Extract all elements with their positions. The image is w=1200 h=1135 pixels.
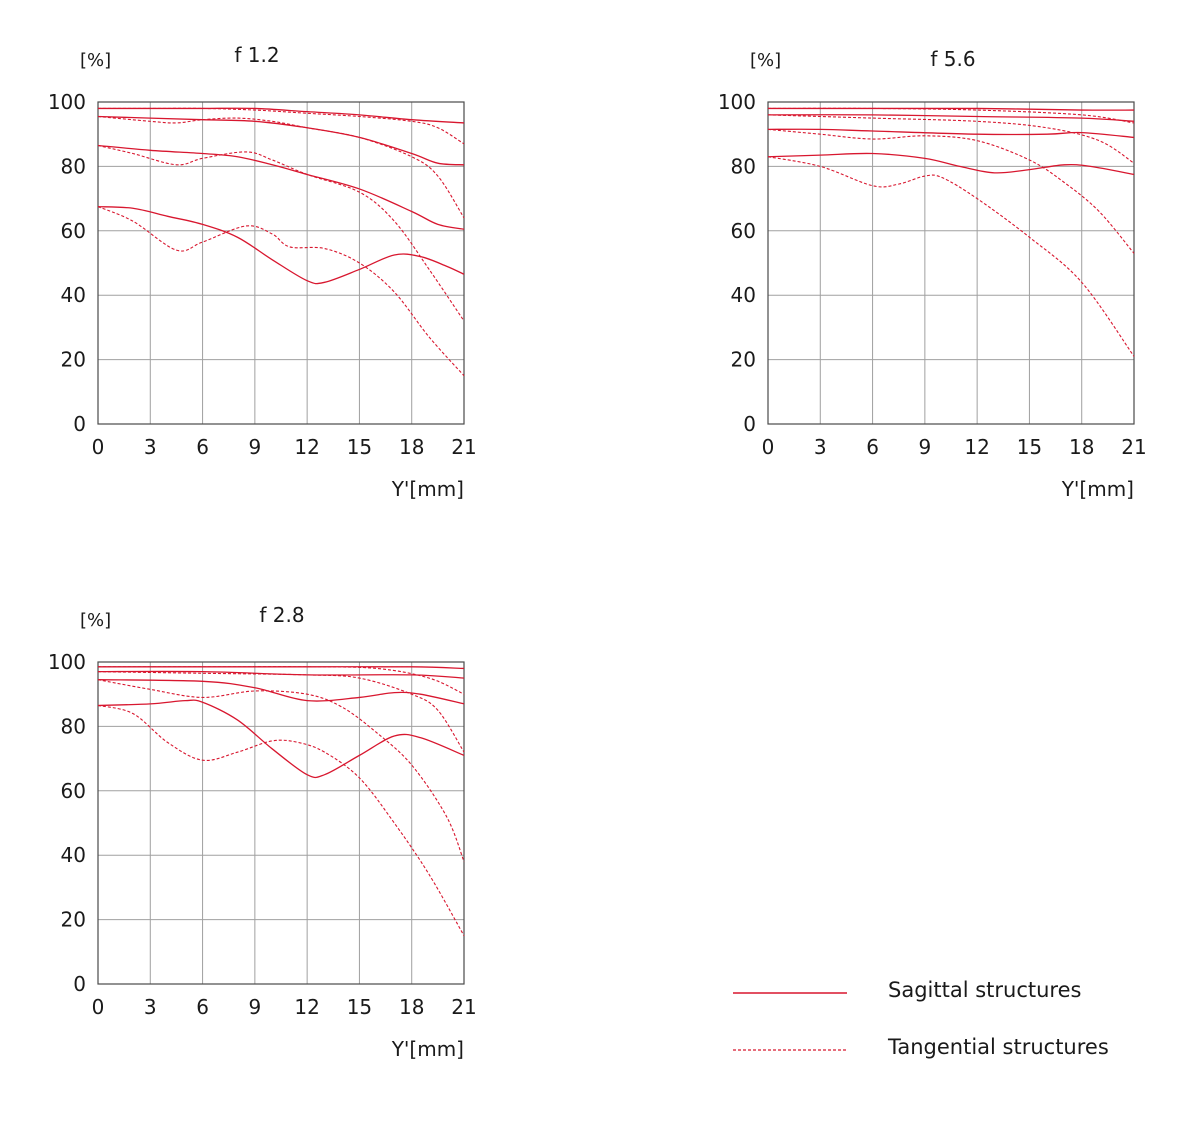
- x-tick-label: 15: [1017, 435, 1042, 459]
- sagittal-curve: [767, 128, 1135, 139]
- x-tick-label: 6: [866, 435, 879, 459]
- tangential-curve: [98, 107, 465, 145]
- sagittal-curve: [767, 114, 1135, 122]
- x-tick-label: 6: [196, 995, 209, 1019]
- y-tick-label: 80: [61, 154, 86, 178]
- x-tick-label: 6: [196, 435, 209, 459]
- chart-title: f 5.6: [930, 47, 975, 71]
- legend-item-tangential: Tangential structures: [730, 1027, 1150, 1067]
- y-tick-label: 60: [61, 219, 86, 243]
- plot-frame: [97, 661, 465, 985]
- y-tick-label: 80: [731, 154, 756, 178]
- y-tick-label: 100: [48, 650, 86, 674]
- tangential-curve: [97, 671, 465, 753]
- mtf-chart-f5-6: [%] f 5.6 Y'[mm] 0 3 6 9 12 15 18 21 0 20 40 60 80 10…: [718, 47, 1147, 501]
- sagittal-curve: [97, 666, 465, 670]
- x-tick-label: 9: [248, 435, 261, 459]
- tangential-curve: [97, 206, 465, 377]
- sagittal-curve: [97, 679, 465, 705]
- legend-label-tangential: Tangential structures: [888, 1035, 1109, 1059]
- x-tick-label: 0: [92, 995, 105, 1019]
- y-axis-unit-label: [%]: [80, 610, 111, 631]
- sagittal-curve: [97, 206, 465, 285]
- plot-frame: [767, 101, 1135, 425]
- chart-title: f 1.2: [234, 43, 279, 67]
- y-tick-label: 20: [731, 348, 756, 372]
- legend: Sagittal structures Tangential structure…: [730, 970, 1150, 1080]
- x-tick-label: 9: [918, 435, 931, 459]
- x-tick-label: 18: [399, 995, 424, 1019]
- y-tick-label: 20: [61, 908, 86, 932]
- sagittal-curve: [97, 699, 465, 779]
- plot-frame: [97, 101, 465, 425]
- tangential-curve: [97, 144, 465, 322]
- sagittal-curve: [97, 670, 465, 679]
- x-tick-label: 21: [451, 995, 476, 1019]
- tangential-curve: [767, 114, 1135, 164]
- x-tick-label: 12: [964, 435, 989, 459]
- y-tick-label: 40: [61, 843, 86, 867]
- mtf-chart-f2-8: [%] f 2.8 Y'[mm] 0 3 6 9 12 15 18 21 0 20 40 60 80 10…: [48, 603, 477, 1061]
- sagittal-line-swatch: [733, 992, 847, 994]
- y-tick-label: 60: [61, 779, 86, 803]
- x-tick-label: 3: [144, 995, 157, 1019]
- sagittal-curve: [768, 107, 1135, 111]
- tangential-line-swatch: [733, 1049, 847, 1051]
- x-axis-label: Y'[mm]: [391, 1037, 464, 1061]
- y-tick-label: 100: [48, 90, 86, 114]
- tangential-curve: [97, 704, 465, 936]
- x-tick-label: 15: [347, 995, 372, 1019]
- y-axis-unit-label: [%]: [750, 50, 781, 71]
- sagittal-curve: [97, 115, 465, 166]
- sagittal-curve: [97, 144, 465, 230]
- x-tick-label: 0: [762, 435, 775, 459]
- x-tick-label: 21: [451, 435, 476, 459]
- tangential-curve: [767, 128, 1135, 254]
- sagittal-curve: [767, 152, 1135, 176]
- x-tick-label: 12: [294, 435, 319, 459]
- x-axis-label: Y'[mm]: [391, 477, 464, 501]
- legend-item-sagittal: Sagittal structures: [730, 970, 1150, 1010]
- legend-label-sagittal: Sagittal structures: [888, 978, 1082, 1002]
- x-axis-label: Y'[mm]: [1061, 477, 1134, 501]
- x-tick-label: 12: [294, 995, 319, 1019]
- y-tick-label: 60: [731, 219, 756, 243]
- y-tick-label: 100: [718, 90, 756, 114]
- y-tick-label: 80: [61, 714, 86, 738]
- y-tick-label: 0: [73, 972, 86, 996]
- x-tick-label: 9: [248, 995, 261, 1019]
- x-tick-label: 0: [92, 435, 105, 459]
- y-axis-unit-label: [%]: [80, 50, 111, 71]
- x-tick-label: 3: [814, 435, 827, 459]
- tangential-curve: [767, 156, 1135, 357]
- tangential-curve: [97, 679, 465, 862]
- x-tick-label: 21: [1121, 435, 1146, 459]
- tangential-curve: [767, 107, 1135, 124]
- y-tick-label: 40: [61, 283, 86, 307]
- y-tick-label: 40: [731, 283, 756, 307]
- x-tick-label: 3: [144, 435, 157, 459]
- x-tick-label: 18: [399, 435, 424, 459]
- x-tick-label: 18: [1069, 435, 1094, 459]
- x-tick-label: 15: [347, 435, 372, 459]
- y-tick-label: 0: [743, 412, 756, 436]
- chart-title: f 2.8: [259, 603, 304, 627]
- tangential-curve: [97, 115, 465, 219]
- y-tick-label: 20: [61, 348, 86, 372]
- y-tick-label: 0: [73, 412, 86, 436]
- tangential-curve: [97, 666, 465, 695]
- mtf-chart-f1-2: [%] f 1.2 Y'[mm] 0 3 6 9 12 15 18 21 0 20 40 60 80 10…: [48, 43, 477, 501]
